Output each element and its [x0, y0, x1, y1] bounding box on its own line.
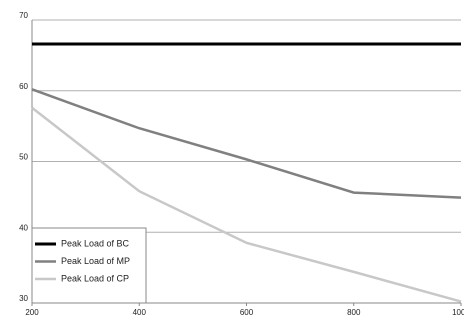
y-tick-label: 40: [19, 223, 28, 232]
legend-label: Peak Load of BC: [61, 238, 130, 248]
legend: Peak Load of BC Peak Load of MP Peak Load …: [31, 227, 147, 304]
y-tick-label: 30: [19, 294, 28, 303]
x-tick-label: 800: [347, 308, 361, 317]
y-tick-label: 60: [19, 82, 28, 91]
legend-label: Peak Load of MP: [61, 256, 130, 266]
x-tick-label: 1000: [452, 308, 464, 317]
legend-label: Peak Load of CP: [61, 273, 129, 283]
y-tick-label: 70: [19, 11, 28, 20]
series-line: [31, 88, 462, 199]
x-tick-label: 400: [133, 308, 147, 317]
x-tick-label: 600: [240, 308, 254, 317]
x-tick-label: 200: [25, 308, 39, 317]
legend-box: [31, 227, 147, 304]
series-line: [31, 106, 462, 303]
y-tick-label: 50: [19, 153, 28, 162]
